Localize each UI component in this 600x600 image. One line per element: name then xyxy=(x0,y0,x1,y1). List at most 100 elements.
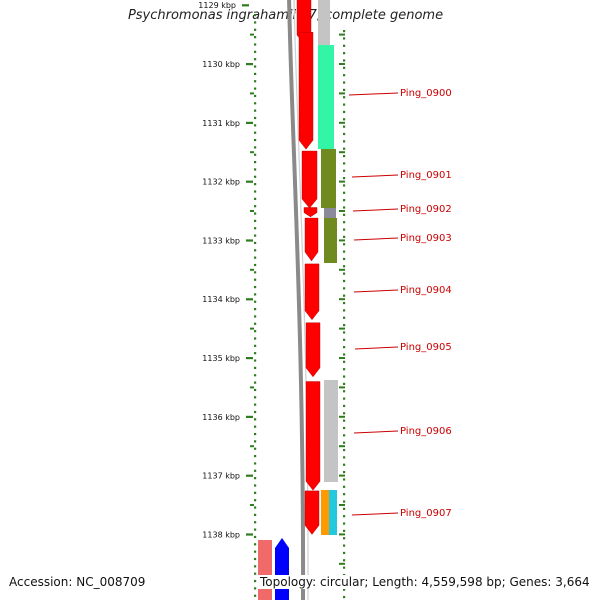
ruler-dot xyxy=(254,285,257,289)
ruler-dot xyxy=(343,103,346,106)
cds-arrow xyxy=(298,32,314,150)
ruler-dot xyxy=(343,206,346,209)
ruler-dot xyxy=(343,346,346,349)
category-bar-teal xyxy=(318,45,334,149)
ruler-dot xyxy=(254,249,257,252)
ruler-dot xyxy=(343,265,346,268)
scale-tick xyxy=(242,4,249,7)
ruler-dot xyxy=(343,515,346,518)
scale-tick xyxy=(246,415,253,418)
ruler-dot xyxy=(343,221,346,224)
cds-arrow xyxy=(304,217,319,262)
ruler-dot xyxy=(343,456,346,459)
ruler-dot xyxy=(343,507,346,510)
gene-label-ping_0902[interactable]: Ping_0902 xyxy=(400,204,452,215)
scale-tick-label: 1135 kbp xyxy=(202,354,240,363)
ruler-dot xyxy=(254,205,257,208)
ruler-dot xyxy=(254,256,257,259)
scale-tick-minor xyxy=(339,151,345,154)
ruler-dot xyxy=(343,88,346,91)
ruler-dot xyxy=(254,43,257,46)
ruler-dot xyxy=(254,469,257,472)
scale-tick-label: 1138 kbp xyxy=(202,530,240,539)
ruler-dot xyxy=(254,116,257,120)
ruler-dot xyxy=(343,522,346,525)
cds-arrow xyxy=(305,381,321,491)
gene-leader-line xyxy=(351,174,399,178)
ruler-dot xyxy=(254,455,257,458)
ruler-dot xyxy=(254,521,257,524)
ruler-dot xyxy=(343,257,346,261)
gene-leader-line xyxy=(353,430,399,434)
ruler-dot xyxy=(343,375,346,378)
gene-leader-line xyxy=(353,237,399,241)
ruler-dot xyxy=(343,360,346,363)
scale-tick xyxy=(246,180,253,183)
scale-tick xyxy=(246,63,253,66)
cds-arrow xyxy=(301,150,318,209)
ruler-dot xyxy=(343,37,346,40)
cds-arrow xyxy=(305,322,321,378)
ruler-dot xyxy=(254,535,257,539)
ruler-dot xyxy=(343,147,346,150)
ruler-dot xyxy=(343,382,346,385)
ruler-dot xyxy=(343,235,346,238)
ruler-dot xyxy=(254,322,257,325)
ruler-dot xyxy=(343,529,346,532)
ruler-dot xyxy=(343,478,346,481)
scale-tick-minor xyxy=(339,121,345,124)
ruler-dot xyxy=(254,212,257,215)
gene-label-ping_0903[interactable]: Ping_0903 xyxy=(400,233,452,244)
gene-label-ping_0904[interactable]: Ping_0904 xyxy=(400,285,452,296)
ruler-dot xyxy=(254,14,257,17)
ruler-dot xyxy=(343,500,346,503)
scale-tick-minor xyxy=(339,386,345,389)
gene-label-ping_0905[interactable]: Ping_0905 xyxy=(400,342,452,353)
ruler-dot xyxy=(343,44,346,47)
scale-tick-minor xyxy=(339,504,345,506)
ruler-dot xyxy=(254,109,257,112)
ruler-dot xyxy=(254,197,257,200)
ruler-dot xyxy=(254,315,257,318)
category-bar-dark-grey xyxy=(324,208,336,218)
gene-label-ping_0907[interactable]: Ping_0907 xyxy=(400,508,452,519)
ruler-dot xyxy=(254,594,257,597)
scale-tick xyxy=(246,121,253,124)
scale-tick-minor xyxy=(250,33,254,36)
ruler-dot xyxy=(254,278,257,281)
gene-label-ping_0901[interactable]: Ping_0901 xyxy=(400,170,452,181)
ruler-dot xyxy=(343,52,346,55)
ruler-dot xyxy=(343,140,346,143)
ruler-dot xyxy=(343,309,346,312)
scale-tick xyxy=(246,533,253,536)
ruler-dot xyxy=(254,190,257,193)
scale-tick-label: 1130 kbp xyxy=(202,60,240,69)
gene-leader-line xyxy=(352,208,399,212)
category-bar-cyan xyxy=(329,490,337,535)
scale-tick-minor xyxy=(250,92,254,95)
ruler-dot xyxy=(343,272,346,275)
ruler-dot xyxy=(343,463,346,466)
scale-tick-minor xyxy=(339,533,345,536)
scale-tick-minor xyxy=(339,415,345,418)
ruler-dot xyxy=(343,74,346,77)
gene-leader-line xyxy=(348,92,399,96)
ruler-dot xyxy=(254,87,257,90)
ruler-dot xyxy=(343,213,346,216)
ruler-dot xyxy=(254,543,257,546)
gene-label-ping_0900[interactable]: Ping_0900 xyxy=(400,88,452,99)
ruler-dot xyxy=(343,169,346,172)
ruler-dot xyxy=(254,447,257,450)
gene-label-ping_0906[interactable]: Ping_0906 xyxy=(400,426,452,437)
scale-tick-minor xyxy=(339,63,345,65)
scale-tick-minor xyxy=(339,327,345,330)
ruler-dot xyxy=(254,462,257,465)
scale-tick xyxy=(246,357,253,360)
ruler-dot xyxy=(343,595,346,599)
scale-tick-minor xyxy=(339,357,345,359)
ruler-dot xyxy=(343,412,346,415)
ruler-dot xyxy=(254,124,257,127)
ruler-dot xyxy=(254,227,257,230)
ruler-dot xyxy=(254,550,257,553)
scale-tick xyxy=(246,474,253,477)
